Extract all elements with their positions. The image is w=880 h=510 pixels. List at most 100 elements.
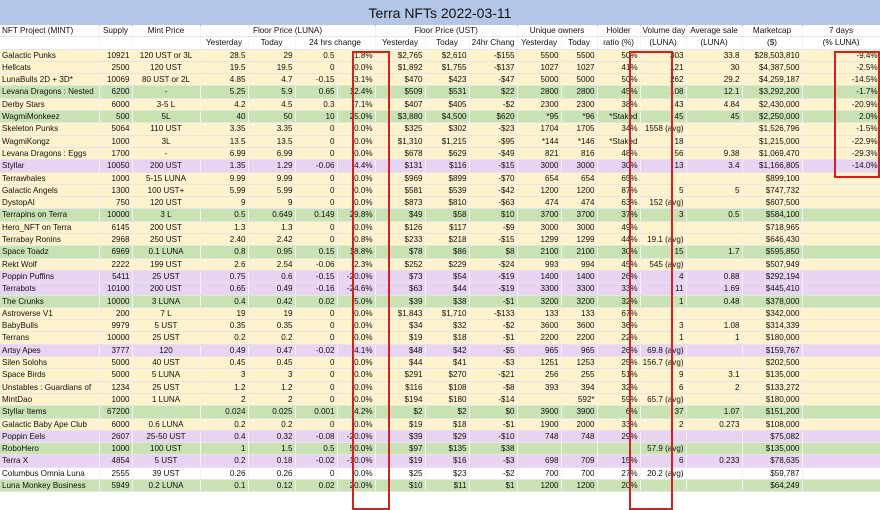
cell-change-luna: 0.02	[295, 479, 338, 493]
cell-project: Styllar	[0, 159, 100, 173]
cell-marketcap: $1,166,805	[742, 159, 803, 173]
cell-mint-price: 5 UST	[132, 319, 201, 333]
cell-owners-yesterday: 256	[517, 368, 562, 382]
cell-floor-luna-today: 3.35	[248, 122, 296, 136]
cell-supply: 67200	[99, 405, 133, 419]
cell-supply: 6969	[99, 245, 133, 259]
cell-floor-luna-today: 5.9	[248, 85, 296, 99]
cell-owners-yesterday: 2100	[517, 245, 562, 259]
cell-project: Hero_NFT on Terra	[0, 221, 100, 235]
cell-holder-ratio: 44%	[597, 233, 641, 247]
cell-change-7d	[802, 233, 880, 247]
cell-change-ust: $0	[469, 405, 518, 419]
cell-owners-yesterday: 393	[517, 381, 562, 394]
cell-change-luna: 0	[295, 184, 338, 198]
header-marketcap-unit: ($)	[742, 36, 803, 50]
cell-floor-luna-yesterday: 0.8	[200, 245, 249, 259]
cell-marketcap: $159,767	[742, 344, 803, 358]
cell-avg-sale	[686, 172, 743, 185]
cell-change-luna: 0	[295, 356, 338, 370]
cell-floor-ust-yesterday: $39	[375, 295, 426, 308]
cell-mint-price: 1 LUNA	[132, 393, 201, 407]
cell-change-luna: -0.02	[295, 454, 338, 468]
cell-mint-price	[132, 405, 201, 419]
cell-floor-luna-yesterday: 6.99	[200, 147, 249, 161]
cell-owners-today: 2300	[561, 98, 598, 112]
cell-change-ust: -$24	[469, 258, 518, 271]
cell-floor-luna-yesterday: 2	[200, 393, 249, 407]
cell-floor-ust-yesterday: $291	[375, 368, 426, 382]
cell-avg-sale: 1.08	[686, 319, 743, 333]
cell-avg-sale: 1.69	[686, 282, 743, 296]
cell-holder-ratio: 45%	[597, 258, 641, 271]
cell-owners-yesterday: 2200	[517, 331, 562, 345]
cell-owners-yesterday: 3300	[517, 282, 562, 296]
cell-floor-luna-yesterday: 0.2	[200, 454, 249, 468]
cell-owners-yesterday: 3900	[517, 405, 562, 419]
cell-mint-price: 110 UST	[132, 122, 201, 136]
cell-floor-ust-yesterday: $873	[375, 196, 426, 210]
cell-owners-today: 1200	[561, 184, 598, 198]
cell-holder-ratio: *Staked	[597, 110, 641, 124]
cell-avg-sale: 1.07	[686, 405, 743, 419]
cell-change-luna-pct: 18.8%	[337, 245, 376, 259]
cell-marketcap: $595,850	[742, 245, 803, 259]
cell-change-7d	[802, 270, 880, 284]
cell-holder-ratio: 26%	[597, 270, 641, 284]
cell-floor-luna-yesterday: 3	[200, 368, 249, 382]
table-row: Galactic Baby Ape Club 6000 0.6 LUNA 0.2 0.2…	[0, 418, 880, 431]
cell-floor-luna-today: 1.3	[248, 221, 296, 235]
header-avg-sale: Average sale	[686, 25, 743, 38]
cell-mint-price: 0.1 LUNA	[132, 245, 201, 259]
cell-change-luna: 0.65	[295, 85, 338, 99]
cell-floor-ust-today: $135	[425, 442, 470, 456]
cell-change-luna-pct: 25.0%	[337, 110, 376, 124]
cell-floor-luna-today: 0.025	[248, 405, 296, 419]
cell-project: Space Birds	[0, 368, 100, 382]
cell-mint-price: 200 UST	[132, 159, 201, 173]
cell-change-luna-pct: 0.0%	[337, 135, 376, 148]
cell-floor-ust-today: $16	[425, 454, 470, 468]
table-row: Space Birds 5000 5 LUNA 3 3 0 0.0% $291 $270 -$21…	[0, 368, 880, 382]
cell-change-ust: $8	[469, 245, 518, 259]
header-row-2: Yesterday Today 24 hrs change Yesterday …	[0, 36, 880, 50]
cell-project: Terrabots	[0, 282, 100, 296]
cell-change-luna: 0	[295, 135, 338, 148]
cell-avg-sale	[686, 233, 743, 247]
cell-marketcap: $646,430	[742, 233, 803, 247]
cell-floor-luna-yesterday: 0.4	[200, 430, 249, 444]
cell-marketcap: $1,069,470	[742, 147, 803, 161]
cell-holder-ratio: 87%	[597, 184, 641, 198]
cell-floor-luna-today: 13.5	[248, 135, 296, 148]
cell-owners-today: 133	[561, 307, 598, 321]
cell-volume-day	[640, 307, 687, 321]
cell-change-luna: 0.001	[295, 405, 338, 419]
cell-marketcap: $151,200	[742, 405, 803, 419]
cell-marketcap: $718,965	[742, 221, 803, 235]
table-row: The Crunks 10000 3 LUNA 0.4 0.42 0.02 5.0% $39 $…	[0, 295, 880, 308]
cell-volume-day: 121	[640, 61, 687, 75]
cell-avg-sale	[686, 258, 743, 271]
cell-floor-ust-yesterday: $19	[375, 418, 426, 431]
cell-avg-sale	[686, 196, 743, 210]
cell-marketcap: $78,635	[742, 454, 803, 468]
cell-mint-price: 3 L	[132, 208, 201, 222]
cell-change-7d: -20.9%	[802, 98, 880, 112]
cell-change-ust: -$70	[469, 172, 518, 185]
cell-owners-today: 2800	[561, 85, 598, 99]
cell-volume-day: 13	[640, 159, 687, 173]
cell-owners-today: 3200	[561, 295, 598, 308]
cell-floor-luna-today: 29	[248, 49, 296, 62]
cell-project: MintDao	[0, 393, 100, 407]
cell-change-ust: -$2	[469, 467, 518, 480]
cell-owners-today: 394	[561, 381, 598, 394]
cell-change-ust: -$2	[469, 98, 518, 112]
cell-change-7d	[802, 368, 880, 382]
cell-change-ust: -$3	[469, 356, 518, 370]
cell-owners-yesterday	[517, 393, 562, 407]
cell-change-luna: -0.15	[295, 270, 338, 284]
cell-mint-price: 100 UST	[132, 442, 201, 456]
cell-mint-price: 0.2 LUNA	[132, 479, 201, 493]
cell-floor-ust-today: $23	[425, 467, 470, 480]
cell-holder-ratio: 25%	[597, 356, 641, 370]
